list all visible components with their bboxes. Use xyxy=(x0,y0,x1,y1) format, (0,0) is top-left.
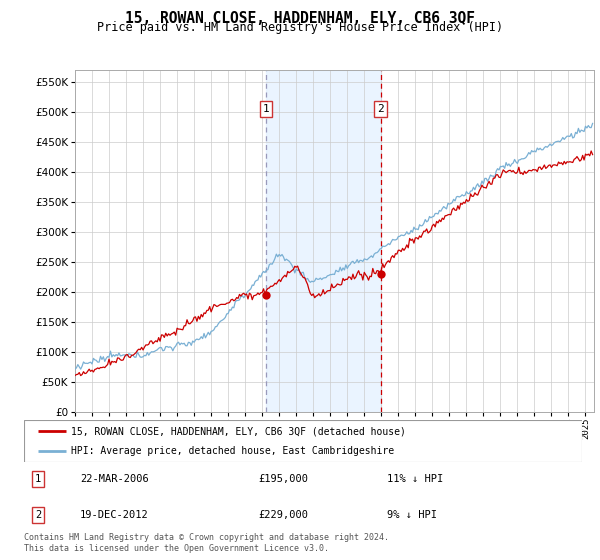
Text: £229,000: £229,000 xyxy=(259,510,308,520)
Text: £195,000: £195,000 xyxy=(259,474,308,484)
Bar xyxy=(266,70,380,412)
Text: 9% ↓ HPI: 9% ↓ HPI xyxy=(387,510,437,520)
Text: Price paid vs. HM Land Registry's House Price Index (HPI): Price paid vs. HM Land Registry's House … xyxy=(97,21,503,34)
Text: 1: 1 xyxy=(263,104,269,114)
Text: 15, ROWAN CLOSE, HADDENHAM, ELY, CB6 3QF (detached house): 15, ROWAN CLOSE, HADDENHAM, ELY, CB6 3QF… xyxy=(71,426,406,436)
Text: Contains HM Land Registry data © Crown copyright and database right 2024.
This d: Contains HM Land Registry data © Crown c… xyxy=(24,533,389,553)
Text: 2: 2 xyxy=(35,510,41,520)
Text: 19-DEC-2012: 19-DEC-2012 xyxy=(80,510,149,520)
Text: HPI: Average price, detached house, East Cambridgeshire: HPI: Average price, detached house, East… xyxy=(71,446,395,456)
Text: 22-MAR-2006: 22-MAR-2006 xyxy=(80,474,149,484)
Text: 11% ↓ HPI: 11% ↓ HPI xyxy=(387,474,443,484)
Text: 2: 2 xyxy=(377,104,384,114)
Text: 15, ROWAN CLOSE, HADDENHAM, ELY, CB6 3QF: 15, ROWAN CLOSE, HADDENHAM, ELY, CB6 3QF xyxy=(125,11,475,26)
FancyBboxPatch shape xyxy=(24,420,582,462)
Text: 1: 1 xyxy=(35,474,41,484)
